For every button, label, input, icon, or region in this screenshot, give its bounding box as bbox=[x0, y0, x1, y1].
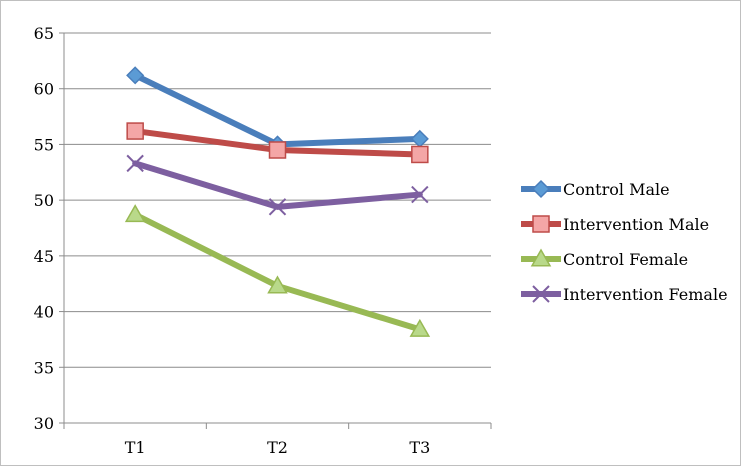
y-tick-label: 65 bbox=[34, 24, 54, 43]
data-point bbox=[409, 318, 431, 337]
data-point bbox=[268, 198, 287, 216]
y-tick-label: 60 bbox=[34, 80, 54, 99]
data-point bbox=[532, 285, 550, 303]
x-tick-label: T2 bbox=[267, 438, 288, 457]
x-tick-label: T3 bbox=[409, 438, 430, 457]
data-point bbox=[411, 185, 429, 204]
legend-label: Intervention Male bbox=[563, 215, 709, 234]
legend-item: Intervention Male bbox=[521, 215, 709, 234]
legend-label: Control Female bbox=[563, 250, 688, 269]
data-point bbox=[267, 275, 288, 294]
series-intervention-male bbox=[126, 122, 429, 164]
series-group bbox=[124, 66, 431, 337]
series-line bbox=[132, 211, 423, 333]
data-point bbox=[411, 145, 429, 164]
y-tick-label: 50 bbox=[34, 191, 54, 210]
y-tick-label: 30 bbox=[34, 414, 54, 433]
data-point bbox=[268, 141, 287, 159]
data-point bbox=[126, 154, 144, 173]
series-intervention-female bbox=[126, 154, 429, 216]
y-axis-ticks: 30 35 40 45 50 55 60 65 bbox=[34, 24, 64, 433]
data-point bbox=[126, 122, 144, 140]
data-point bbox=[530, 248, 552, 267]
legend-label: Intervention Female bbox=[563, 285, 728, 304]
y-tick-label: 35 bbox=[34, 358, 54, 377]
axes bbox=[63, 33, 491, 424]
x-axis-ticks: T1 T2 T3 bbox=[63, 423, 492, 457]
data-point bbox=[531, 179, 551, 199]
legend-item: Intervention Female bbox=[521, 285, 728, 304]
series-control-male bbox=[126, 66, 429, 154]
x-tick-label: T1 bbox=[125, 438, 146, 457]
legend-item: Control Male bbox=[521, 179, 670, 199]
grid-lines bbox=[64, 32, 491, 368]
data-point bbox=[532, 215, 550, 233]
legend-label: Control Male bbox=[563, 180, 670, 199]
y-tick-label: 45 bbox=[34, 247, 54, 266]
data-point bbox=[126, 66, 145, 85]
data-point bbox=[124, 204, 146, 223]
series-control-female bbox=[124, 204, 431, 337]
y-tick-label: 55 bbox=[34, 135, 54, 154]
legend: Control Male Intervention Male Control Fem… bbox=[521, 179, 728, 304]
legend-item: Control Female bbox=[521, 248, 688, 269]
y-tick-label: 40 bbox=[34, 303, 54, 322]
